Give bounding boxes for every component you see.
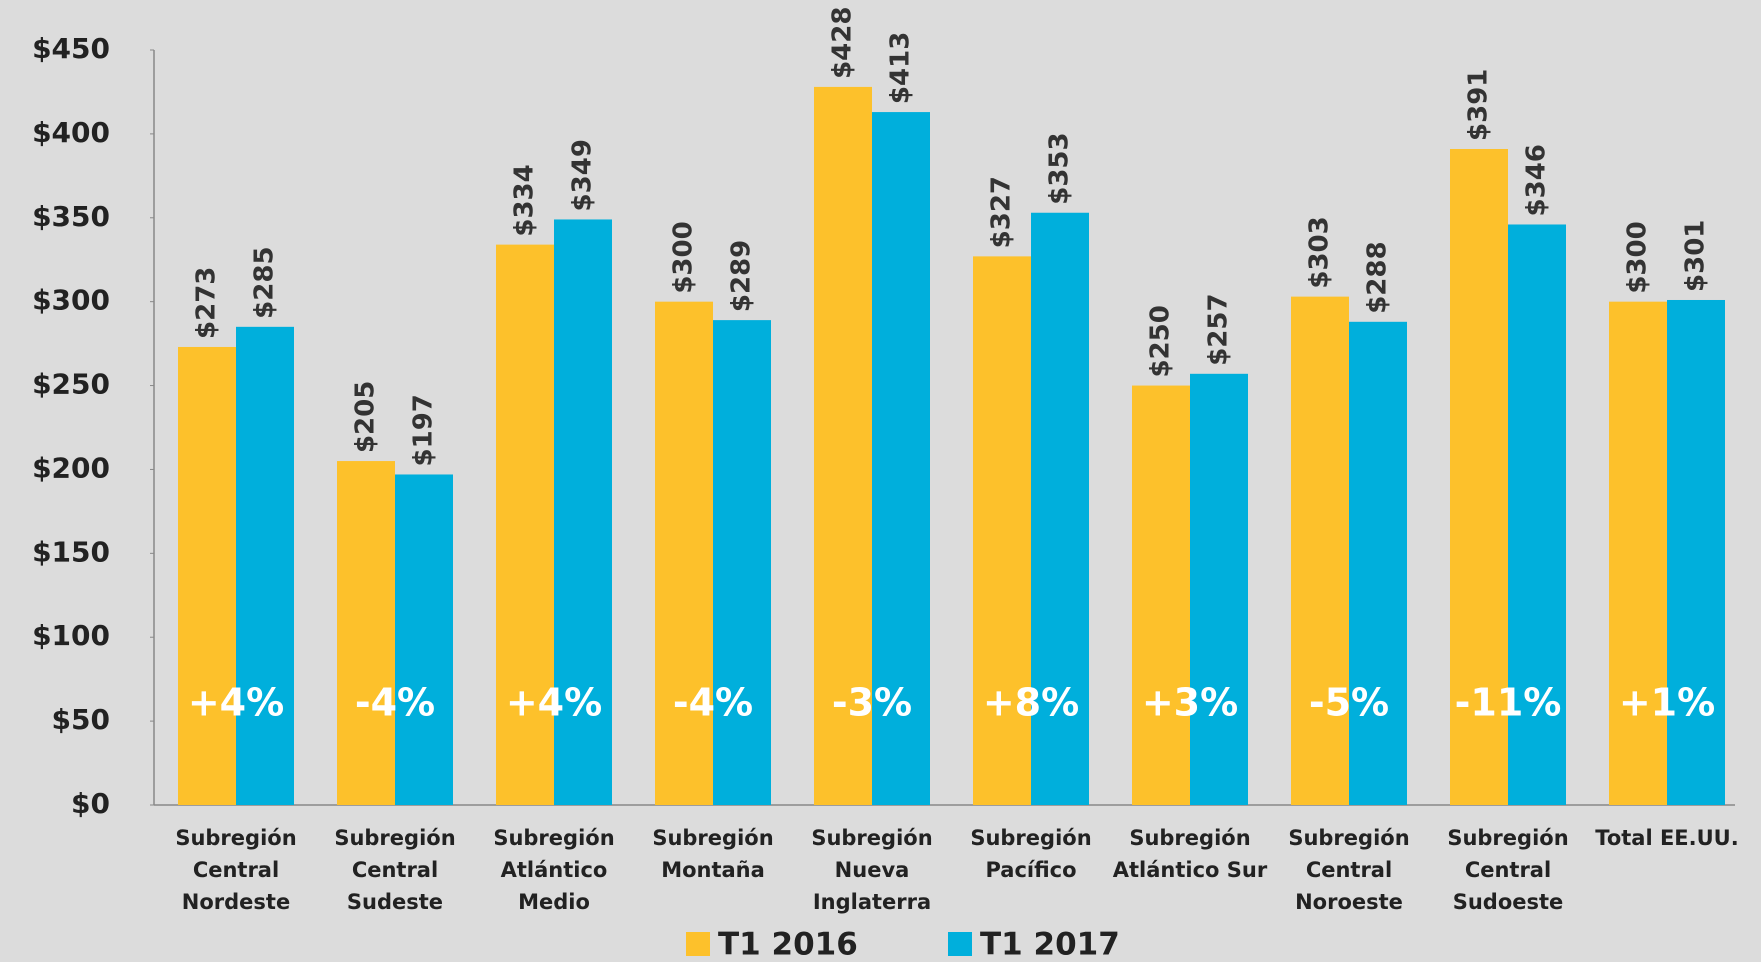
y-tick-label: $250 [32, 368, 110, 401]
data-label: $301 [1681, 220, 1711, 292]
bar [1508, 224, 1566, 805]
y-tick-label: $150 [32, 535, 110, 568]
change-label: -11% [1455, 681, 1562, 725]
legend-swatch [686, 932, 710, 956]
y-tick-label: $300 [32, 284, 110, 317]
data-label: $353 [1045, 132, 1075, 204]
bar [1132, 385, 1190, 805]
bar [178, 346, 236, 805]
change-label: +4% [506, 681, 602, 725]
change-label: -3% [832, 681, 912, 725]
data-label: $428 [828, 7, 858, 79]
y-tick-label: $200 [32, 451, 110, 484]
bar [1667, 299, 1725, 805]
data-label: $300 [669, 221, 699, 293]
bar [1031, 212, 1089, 805]
data-label: $413 [886, 32, 916, 104]
x-tick-label: Subregión Central Sudeste [334, 826, 456, 914]
change-label: +4% [188, 681, 284, 725]
bar [1609, 301, 1667, 805]
data-label: $346 [1522, 144, 1552, 216]
bar [554, 219, 612, 805]
legend-swatch [948, 932, 972, 956]
data-label: $300 [1623, 221, 1653, 293]
x-tick-label: Total EE.UU. [1595, 826, 1739, 850]
x-tick-label: Subregión Montaña [652, 826, 774, 882]
change-label: +8% [983, 681, 1079, 725]
data-label: $205 [351, 381, 381, 453]
bar [713, 320, 771, 805]
data-label: $197 [409, 394, 439, 466]
y-tick-label: $0 [71, 787, 110, 820]
legend-label: T1 2017 [980, 927, 1120, 962]
data-label: $303 [1305, 216, 1335, 288]
bar [337, 461, 395, 805]
y-tick-label: $450 [32, 32, 110, 65]
data-label: $289 [727, 240, 757, 312]
data-label: $391 [1464, 69, 1494, 141]
bar [814, 86, 872, 805]
data-label: $273 [192, 267, 222, 339]
bar [1291, 296, 1349, 805]
change-label: -4% [355, 681, 435, 725]
data-label: $257 [1204, 293, 1234, 365]
x-tick-label: Subregión Central Noroeste [1288, 826, 1410, 914]
bar [496, 244, 554, 806]
bar [872, 112, 930, 806]
bar [1450, 148, 1508, 805]
bar [395, 474, 453, 805]
legend-label: T1 2016 [718, 927, 858, 962]
data-label: $327 [987, 176, 1017, 248]
change-label: +1% [1619, 681, 1715, 725]
y-tick-label: $50 [52, 703, 110, 736]
change-label: -4% [673, 681, 753, 725]
bar [1190, 373, 1248, 805]
bar [655, 301, 713, 805]
change-label: -5% [1309, 681, 1389, 725]
x-tick-label: Subregión Central Nordeste [175, 826, 297, 914]
data-label: $285 [250, 246, 280, 318]
x-tick-label: Subregión Central Sudoeste [1447, 826, 1569, 914]
y-tick-label: $100 [32, 619, 110, 652]
bar [236, 326, 294, 805]
y-tick-label: $350 [32, 200, 110, 233]
change-label: +3% [1142, 681, 1238, 725]
y-tick-label: $400 [32, 116, 110, 149]
data-label: $349 [568, 139, 598, 211]
x-tick-label: Subregión Atlántico Medio [493, 826, 615, 914]
x-tick-label: Subregión Atlántico Sur [1112, 826, 1268, 882]
bar [1349, 321, 1407, 805]
data-label: $250 [1146, 305, 1176, 377]
x-tick-label: Subregión Nueva Inglaterra [811, 826, 933, 914]
data-label: $334 [510, 164, 540, 236]
data-label: $288 [1363, 241, 1393, 313]
bar [973, 256, 1031, 805]
x-tick-label: Subregión Pacífico [970, 826, 1092, 882]
